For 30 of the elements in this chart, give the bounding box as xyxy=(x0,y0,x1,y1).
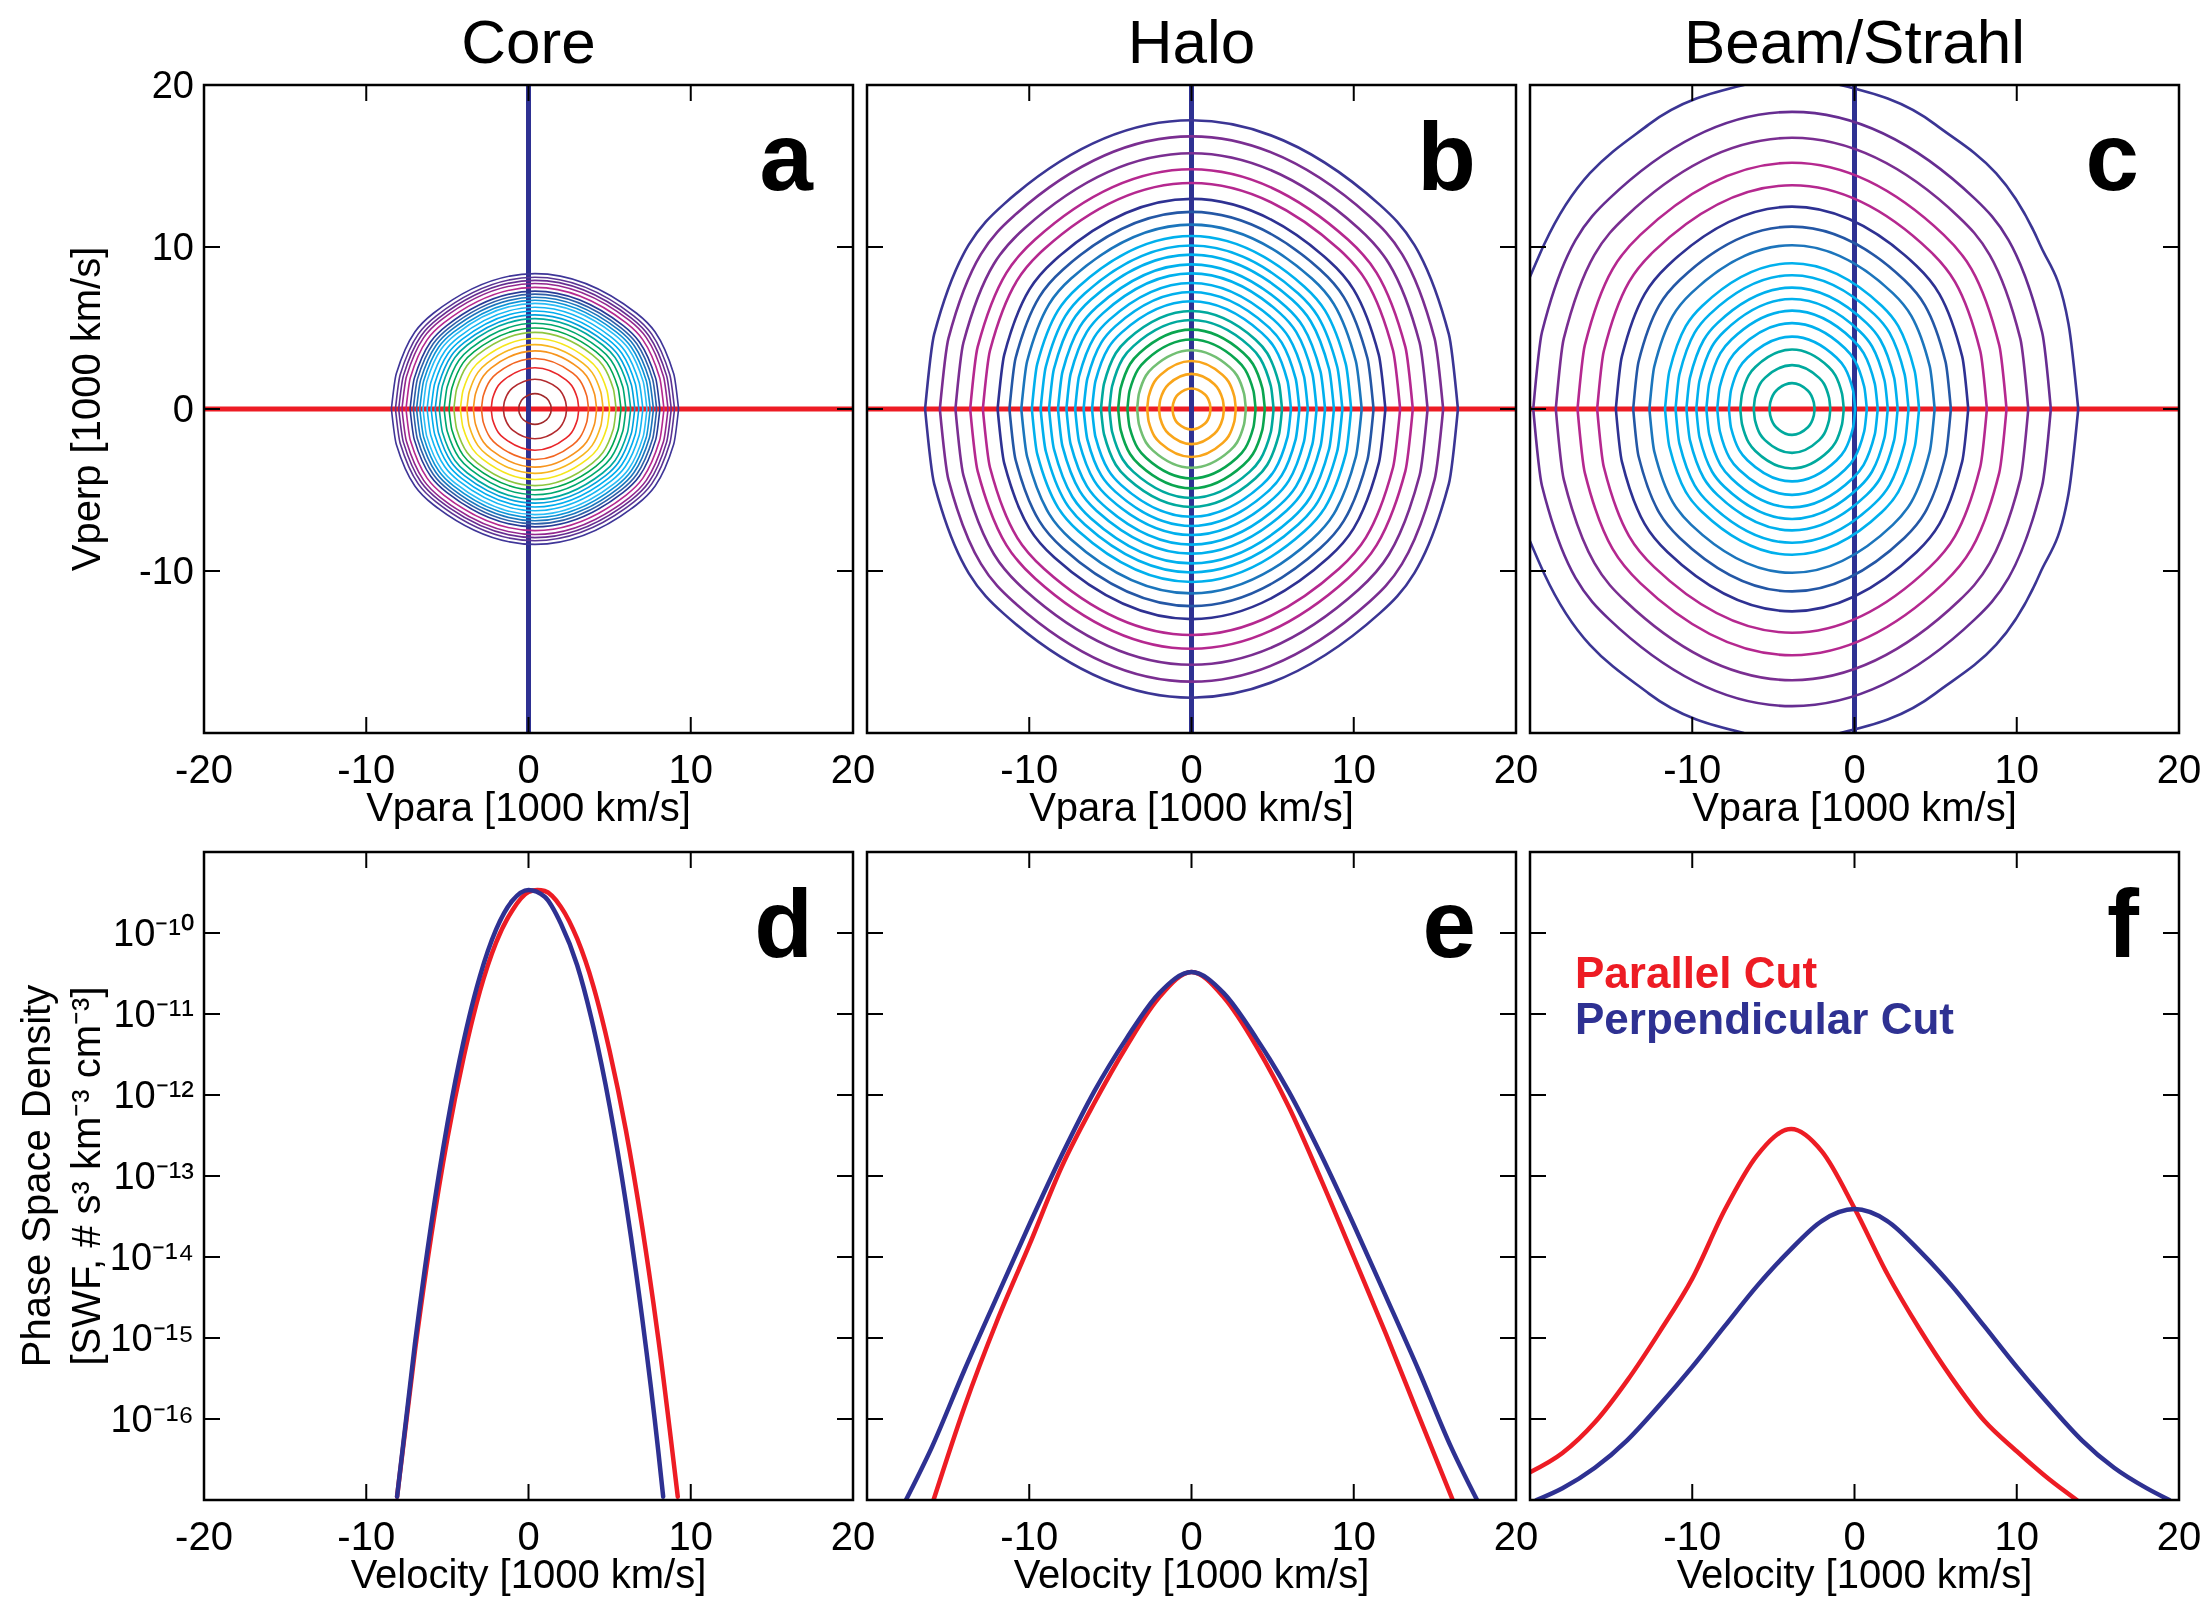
y-tick-label: 10⁻¹³ xyxy=(113,1155,194,1198)
y-tick-label: 10⁻¹¹ xyxy=(113,993,194,1036)
x-tick-label: 20 xyxy=(2156,747,2202,791)
y-tick-label: 20 xyxy=(151,64,194,107)
y-tick-label: 10⁻¹⁵ xyxy=(110,1317,194,1360)
y-axis-title: Phase Space Density [SWF, # s³ km⁻³ cm⁻³] xyxy=(14,984,108,1368)
y-axis-title: Vperp [1000 km/s] xyxy=(64,246,108,572)
y-tick-label: 10 xyxy=(151,226,194,269)
annotation: d xyxy=(754,870,813,977)
x-tick-label: 20 xyxy=(2156,1514,2202,1558)
y-tick-label: 10⁻¹² xyxy=(113,1074,194,1117)
annotation: b xyxy=(1417,103,1476,210)
x-tick-label: 20 xyxy=(830,1514,876,1558)
chart-title: Beam/Strahl xyxy=(1683,7,2026,76)
x-tick-label: -20 xyxy=(175,747,233,791)
x-tick-label: 20 xyxy=(1493,747,1539,791)
annotation: a xyxy=(759,103,814,210)
y-tick-label: 10⁻¹⁰ xyxy=(113,912,194,955)
annotation: f xyxy=(2107,870,2141,977)
x-tick-label: 20 xyxy=(830,747,876,791)
y-tick-label: 10⁻¹⁴ xyxy=(109,1236,194,1279)
y-tick-label: 0 xyxy=(172,388,194,431)
annotation: e xyxy=(1422,870,1476,977)
x-tick-label: -20 xyxy=(175,1514,233,1558)
annotation: c xyxy=(2085,103,2139,210)
chart-title: Halo xyxy=(1127,7,1256,76)
y-tick-label: -10 xyxy=(139,550,194,593)
chart-title: Core xyxy=(461,7,596,76)
x-tick-label: 20 xyxy=(1493,1514,1539,1558)
y-tick-label: 10⁻¹⁶ xyxy=(110,1398,194,1441)
